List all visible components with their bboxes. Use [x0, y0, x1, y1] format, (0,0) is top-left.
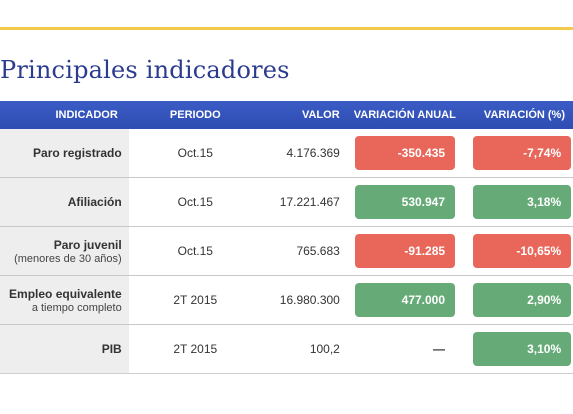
variacion-anual-cell: -91.285 — [351, 234, 459, 268]
variacion-pct-badge: -10,65% — [473, 234, 572, 268]
periodo-cell: Oct.15 — [177, 146, 213, 160]
header-variacion-anual: VARIACIÓN ANUAL — [351, 109, 459, 121]
periodo-cell: 2T 2015 — [173, 342, 218, 356]
variacion-pct-cell: -7,74% — [471, 136, 573, 170]
header-periodo: PERIODO — [169, 109, 221, 121]
periodo-cell: Oct.15 — [177, 244, 213, 258]
variacion-anual-badge: — — [433, 342, 446, 356]
indicator-cell: Afiliación — [0, 178, 129, 226]
header-valor: VALOR — [301, 109, 340, 121]
indicator-cell: Paro registrado — [0, 129, 129, 177]
variacion-pct-badge: 3,10% — [473, 332, 572, 366]
variacion-pct-cell: 3,10% — [471, 332, 573, 366]
variacion-pct-badge: 3,18% — [473, 185, 572, 219]
table-header: INDICADOR PERIODO VALOR VARIACIÓN ANUAL … — [0, 101, 573, 129]
header-indicador: INDICADOR — [0, 101, 129, 129]
page-title: Principales indicadores — [0, 56, 290, 84]
variacion-pct-badge: 2,90% — [473, 283, 572, 317]
indicator-name: Afiliación — [67, 195, 122, 209]
valor-cell: 765.683 — [296, 244, 340, 258]
header-variacion-pct: VARIACIÓN (%) — [471, 109, 573, 121]
indicator-name: PIB — [101, 342, 122, 356]
variacion-anual-cell: 477.000 — [351, 283, 459, 317]
table-row: Empleo equivalente a tiempo completo 2T 20… — [0, 276, 573, 325]
valor-cell: 4.176.369 — [286, 146, 340, 160]
variacion-pct-badge: -7,74% — [473, 136, 572, 170]
table-row: Paro juvenil (menores de 30 años) Oct.15 76… — [0, 227, 573, 276]
indicator-cell: PIB — [0, 325, 129, 373]
variacion-pct-cell: -10,65% — [471, 234, 573, 268]
indicator-subtitle: (menores de 30 años) — [14, 252, 122, 265]
indicator-name: Empleo equivalente — [9, 286, 122, 301]
header-variacion-pct-label: VARIACIÓN (%) — [483, 109, 565, 121]
table-row: Paro registrado Oct.15 4.176.369 -350.435 -7… — [0, 129, 573, 178]
indicator-subtitle: a tiempo completo — [31, 301, 122, 314]
periodo-cell: Oct.15 — [177, 195, 213, 209]
indicator-cell: Paro juvenil (menores de 30 años) — [0, 227, 129, 275]
table-row: PIB 2T 2015 100,2 — 3,10% — [0, 325, 573, 374]
variacion-pct-cell: 2,90% — [471, 283, 573, 317]
header-indicador-label: INDICADOR — [55, 109, 118, 121]
variacion-anual-badge: 477.000 — [355, 283, 456, 317]
variacion-anual-cell: — — [351, 342, 459, 356]
indicator-cell: Empleo equivalente a tiempo completo — [0, 276, 129, 324]
valor-cell: 100,2 — [309, 342, 340, 356]
indicator-name: Paro registrado — [33, 146, 122, 160]
top-accent-line — [0, 27, 573, 30]
valor-cell: 17.221.467 — [279, 195, 340, 209]
variacion-anual-badge: 530.947 — [355, 185, 456, 219]
indicator-name: Paro juvenil — [53, 237, 122, 252]
header-variacion-anual-label: VARIACIÓN ANUAL — [353, 109, 456, 121]
periodo-cell: 2T 2015 — [173, 293, 218, 307]
valor-cell: 16.980.300 — [279, 293, 340, 307]
variacion-anual-cell: 530.947 — [351, 185, 459, 219]
variacion-anual-badge: -350.435 — [355, 136, 456, 170]
table-row: Afiliación Oct.15 17.221.467 530.947 3,18% — [0, 178, 573, 227]
variacion-anual-cell: -350.435 — [351, 136, 459, 170]
variacion-anual-badge: -91.285 — [355, 234, 456, 268]
indicators-table: INDICADOR PERIODO VALOR VARIACIÓN ANUAL … — [0, 101, 573, 374]
variacion-pct-cell: 3,18% — [471, 185, 573, 219]
